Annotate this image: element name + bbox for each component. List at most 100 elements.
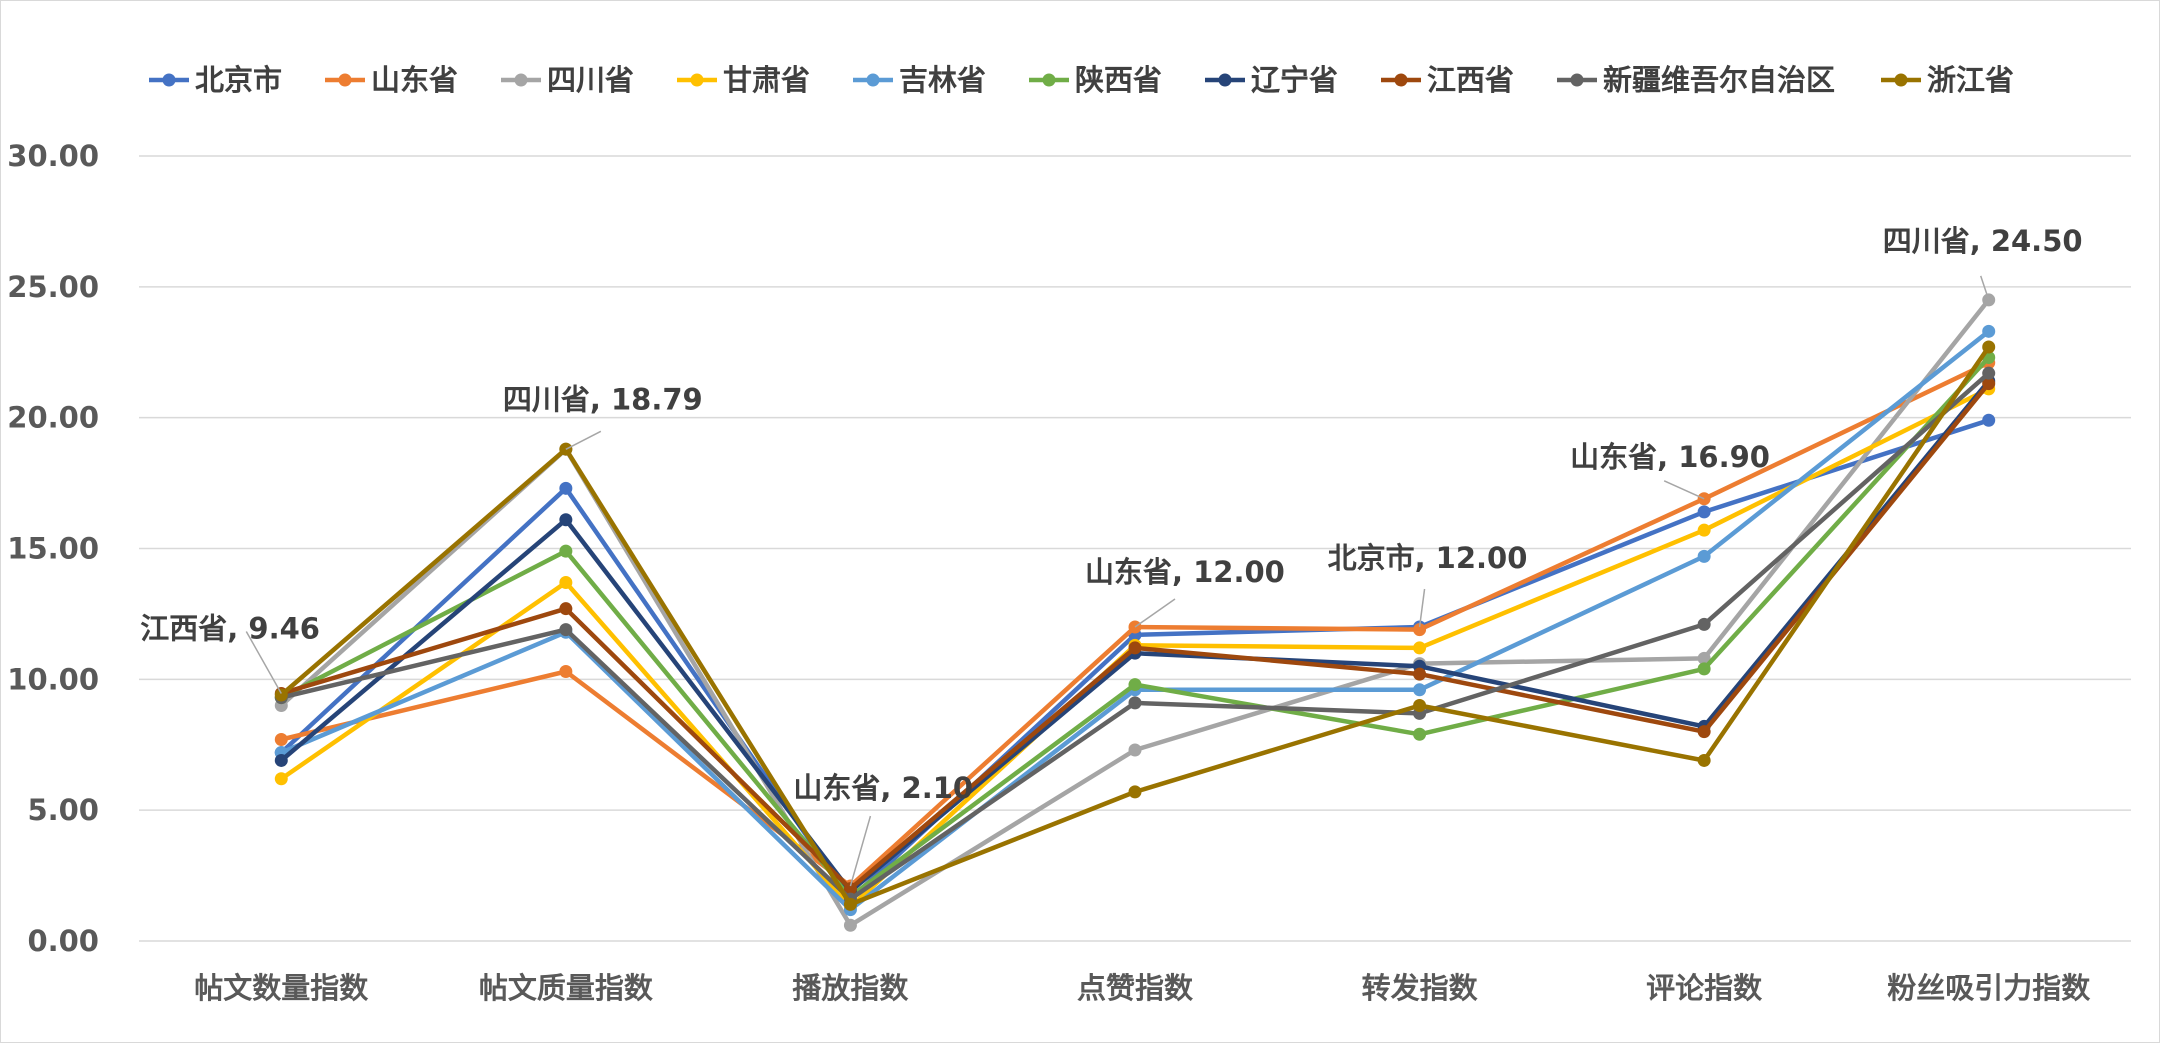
data-point — [1697, 662, 1711, 676]
series-1 — [274, 356, 1996, 893]
y-tick-label: 20.00 — [7, 401, 99, 435]
data-point — [1982, 340, 1996, 354]
callout-label: 北京市, 12.00 — [1328, 541, 1528, 575]
y-tick-label: 5.00 — [27, 793, 99, 827]
legend-label: 浙江省 — [1927, 63, 2014, 97]
callout-label: 山东省, 2.10 — [793, 771, 973, 805]
data-point — [1982, 413, 1996, 427]
data-point — [1697, 617, 1711, 631]
y-tick-label: 15.00 — [7, 532, 99, 566]
data-point — [1413, 641, 1427, 655]
annotations: 江西省, 9.46 四川省, 18.79 山东省, 2.10 山东省, 12.00 北京… — [140, 224, 2083, 887]
legend-label: 新疆维吾尔自治区 — [1603, 63, 1835, 97]
gridlines — [139, 155, 2131, 942]
data-callout: 山东省, 16.90 — [1570, 440, 1770, 500]
legend: 北京市 山东省 四川省 甘肃省 吉林省 陕西省 辽宁省 江西省 新疆维吾尔自治区 浙江省 — [149, 63, 2014, 97]
legend-label: 北京市 — [195, 63, 282, 97]
data-point — [559, 544, 573, 558]
data-point — [1128, 696, 1142, 710]
data-point — [1982, 366, 1996, 380]
y-tick-label: 25.00 — [7, 270, 99, 304]
data-point — [274, 753, 288, 767]
data-point — [559, 664, 573, 678]
data-point — [1413, 727, 1427, 741]
legend-item: 江西省 — [1381, 63, 1514, 97]
data-point — [1697, 651, 1711, 665]
data-point — [1697, 549, 1711, 563]
legend-marker — [1394, 73, 1408, 87]
callout-leader — [245, 631, 282, 694]
data-point — [559, 602, 573, 616]
legend-item: 北京市 — [149, 63, 282, 97]
data-point — [1697, 523, 1711, 537]
data-point — [1413, 699, 1427, 712]
data-point — [559, 623, 573, 637]
legend-marker — [690, 73, 704, 87]
data-callout: 北京市, 12.00 — [1328, 541, 1528, 628]
data-point — [1128, 743, 1142, 757]
legend-item: 四川省 — [501, 63, 634, 97]
legend-marker — [162, 73, 176, 87]
data-point — [1128, 785, 1142, 799]
data-callout: 四川省, 18.79 — [503, 382, 703, 450]
x-tick-label: 评论指数 — [1646, 971, 1763, 1005]
data-point — [1697, 725, 1711, 739]
data-point — [843, 918, 857, 932]
data-point — [843, 897, 857, 911]
data-point — [559, 481, 573, 495]
x-tick-label: 播放指数 — [792, 971, 909, 1005]
x-tick-label: 帖文质量指数 — [479, 971, 654, 1005]
legend-label: 甘肃省 — [723, 63, 810, 97]
legend-label: 江西省 — [1427, 63, 1514, 97]
data-point — [559, 513, 573, 527]
callout-leader — [1980, 275, 1990, 301]
legend-marker — [1570, 73, 1584, 87]
x-tick-label: 点赞指数 — [1077, 971, 1194, 1005]
data-point — [1697, 753, 1711, 767]
callout-leader — [1134, 598, 1176, 628]
legend-label: 吉林省 — [899, 63, 986, 97]
callout-leader — [1418, 588, 1426, 628]
callout-label: 四川省, 24.50 — [1883, 224, 2083, 258]
data-point — [1413, 683, 1427, 697]
legend-item: 新疆维吾尔自治区 — [1557, 63, 1835, 97]
data-point — [1982, 377, 1996, 391]
series-line — [279, 418, 1991, 902]
x-tick-label: 帖文数量指数 — [194, 971, 369, 1005]
data-point — [274, 688, 288, 702]
data-callout: 山东省, 12.00 — [1085, 555, 1285, 628]
legend-marker — [866, 73, 880, 87]
y-tick-label: 10.00 — [7, 662, 99, 696]
callout-leader — [849, 815, 872, 887]
legend-item: 吉林省 — [853, 63, 986, 97]
data-point — [1128, 678, 1142, 692]
x-axis: 帖文数量指数 帖文质量指数 播放指数 点赞指数 转发指数 评论指数 粉丝吸引力指数 — [194, 971, 2091, 1005]
data-point — [274, 772, 288, 786]
legend-label: 陕西省 — [1075, 63, 1162, 97]
y-axis: 0.00 5.00 10.00 15.00 20.00 25.00 30.00 — [7, 139, 99, 958]
legend-label: 辽宁省 — [1251, 63, 1338, 97]
legend-item: 浙江省 — [1881, 63, 2014, 97]
legend-marker — [338, 73, 352, 87]
x-tick-label: 转发指数 — [1362, 971, 1479, 1005]
y-tick-label: 0.00 — [27, 924, 99, 958]
callout-leader — [565, 430, 602, 450]
legend-label: 四川省 — [547, 63, 634, 97]
data-point — [1982, 324, 1996, 338]
series-0 — [274, 413, 1996, 906]
legend-label: 山东省 — [371, 63, 458, 97]
data-point — [1697, 505, 1711, 519]
legend-item: 辽宁省 — [1205, 63, 1338, 97]
data-point — [559, 576, 573, 590]
callout-label: 江西省, 9.46 — [140, 611, 320, 645]
legend-item: 山东省 — [325, 63, 458, 97]
legend-marker — [514, 73, 528, 87]
x-tick-label: 粉丝吸引力指数 — [1887, 971, 2091, 1005]
data-callout: 四川省, 24.50 — [1883, 224, 2083, 301]
data-callout: 江西省, 9.46 — [140, 611, 320, 694]
data-point — [1413, 667, 1427, 681]
callout-leader — [1663, 480, 1705, 500]
legend-item: 陕西省 — [1029, 63, 1162, 97]
callout-label: 山东省, 12.00 — [1085, 555, 1285, 589]
